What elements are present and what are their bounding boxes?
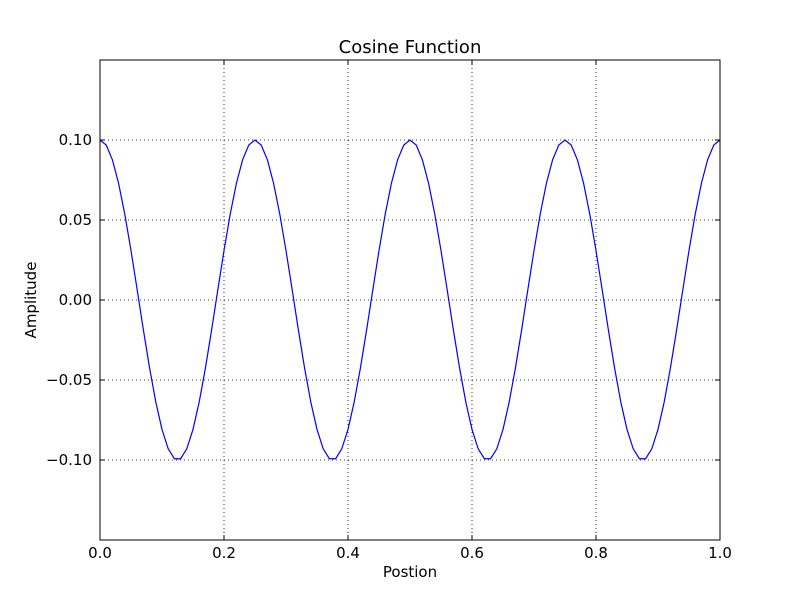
y-tick-label: −0.10 <box>46 451 92 469</box>
plot-frame <box>99 59 721 541</box>
x-tick-labels: 0.0 0.2 0.4 0.6 0.8 1.0 <box>88 544 732 562</box>
x-tick-label: 0.8 <box>584 544 608 562</box>
x-tick-label: 0.6 <box>460 544 484 562</box>
x-tick-label: 0.0 <box>88 544 112 562</box>
y-tick-label: 0.00 <box>59 291 92 309</box>
series-layer <box>99 139 721 460</box>
y-axis-label: Amplitude <box>22 262 40 339</box>
grid-lines <box>99 60 721 540</box>
y-tick-label: −0.05 <box>46 371 92 389</box>
x-tick-label: 0.4 <box>336 544 360 562</box>
y-tick-label: 0.10 <box>59 131 92 149</box>
x-tick-label: 0.2 <box>212 544 236 562</box>
x-axis-label: Postion <box>383 563 437 581</box>
chart-title: Cosine Function <box>339 37 482 58</box>
y-tick-label: 0.05 <box>59 211 92 229</box>
x-tick-label: 1.0 <box>708 544 732 562</box>
cosine-series-line <box>99 139 721 460</box>
y-tick-labels: −0.10 −0.05 0.00 0.05 0.10 <box>46 131 92 469</box>
